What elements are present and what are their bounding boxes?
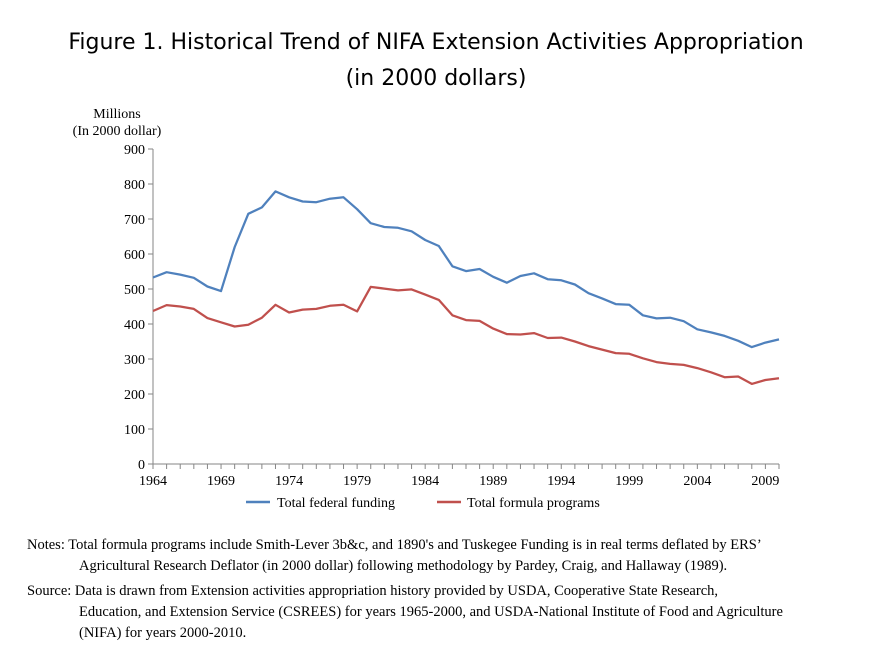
x-tick-label: 1969 bbox=[207, 474, 235, 489]
x-tick-label: 1979 bbox=[343, 474, 371, 489]
line-chart: Millions (In 2000 dollar) 0 100 200 300 400 5… bbox=[73, 107, 780, 511]
y-tick-label: 200 bbox=[124, 388, 145, 403]
series-line-1 bbox=[152, 190, 780, 349]
legend-label: Total federal funding bbox=[277, 496, 395, 511]
y-axis-label-line1: Millions bbox=[93, 107, 140, 122]
series-line-2 bbox=[152, 285, 780, 386]
y-tick-label: 600 bbox=[124, 248, 145, 263]
y-tick-label: 800 bbox=[124, 178, 145, 193]
source-line: (NIFA) for years 2000-2010. bbox=[79, 625, 247, 641]
y-tick-label: 100 bbox=[124, 423, 145, 438]
chart-subtitle: (in 2000 dollars) bbox=[345, 66, 527, 91]
source: Source: Data is drawn from Extension act… bbox=[27, 581, 867, 644]
chart-title: Figure 1. Historical Trend of NIFA Exten… bbox=[68, 30, 804, 55]
notes: Notes: Total formula programs include Sm… bbox=[27, 535, 867, 577]
y-tick-label: 500 bbox=[124, 283, 145, 298]
source-line: Education, and Extension Service (CSREES… bbox=[79, 604, 783, 620]
legend-label: Total formula programs bbox=[467, 496, 600, 511]
notes-line: Agricultural Research Deflator (in 2000 … bbox=[79, 558, 728, 574]
x-tick-label: 2009 bbox=[751, 474, 779, 489]
x-tick-label: 1964 bbox=[139, 474, 167, 489]
source-line: Source: Data is drawn from Extension act… bbox=[27, 583, 719, 599]
x-tick-label: 1999 bbox=[615, 474, 643, 489]
y-tick-label: 900 bbox=[124, 143, 145, 158]
y-tick-label: 700 bbox=[124, 213, 145, 228]
x-tick-label: 1994 bbox=[547, 474, 575, 489]
x-tick-label: 1989 bbox=[479, 474, 507, 489]
y-tick-label: 300 bbox=[124, 353, 145, 368]
x-tick-label: 1984 bbox=[411, 474, 439, 489]
y-tick-label: 0 bbox=[138, 458, 145, 473]
x-tick-label: 2004 bbox=[683, 474, 711, 489]
x-tick-label: 1974 bbox=[275, 474, 303, 489]
y-axis-label-line2: (In 2000 dollar) bbox=[73, 124, 162, 139]
notes-line: Notes: Total formula programs include Sm… bbox=[27, 537, 762, 553]
y-tick-label: 400 bbox=[124, 318, 145, 333]
